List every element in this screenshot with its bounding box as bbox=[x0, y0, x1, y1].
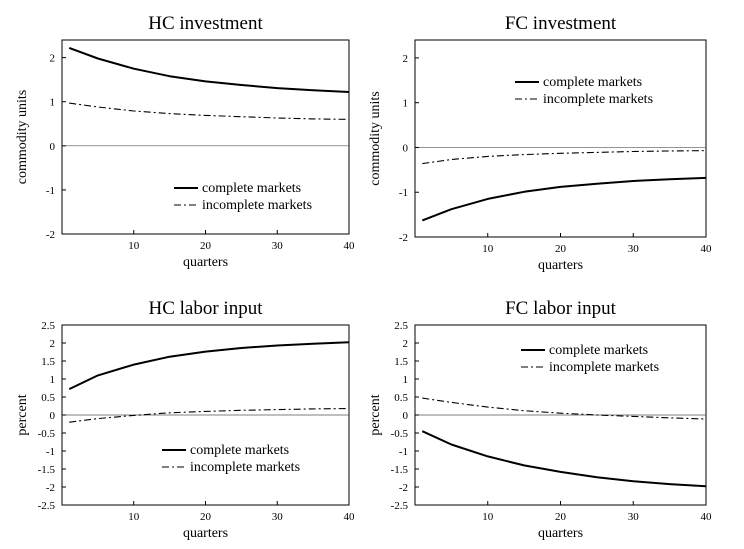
panel-4-y-tick-label: 1 bbox=[403, 374, 409, 386]
panel-2-x-tick-label: 40 bbox=[701, 243, 713, 255]
panel-3-series-line-complete-markets bbox=[68, 341, 350, 391]
panel-2-y-axis-label: commodity units bbox=[368, 91, 383, 186]
panel-3-x-tick-label: 20 bbox=[200, 511, 212, 523]
panel-3-y-tick-label: 0 bbox=[50, 410, 56, 422]
panel-1-y-tick-label: 0 bbox=[50, 141, 56, 153]
panel-3-y-axis-label: percent bbox=[15, 394, 30, 435]
panel-4-y-tick-label: 2.5 bbox=[394, 320, 408, 332]
panel-3-x-axis-label: quarters bbox=[183, 526, 228, 541]
panel-2-title: FC investment bbox=[505, 13, 617, 34]
panel-3-x-tick-label: 40 bbox=[344, 511, 356, 523]
panel-1-y-axis-label: commodity units bbox=[15, 90, 30, 185]
panel-4-y-tick-label: 2 bbox=[403, 338, 409, 350]
panel-1-legend-label: incomplete markets bbox=[202, 198, 312, 213]
panel-3-y-tick-label: 1.5 bbox=[41, 356, 55, 368]
panel-3-y-tick-label: -0.5 bbox=[38, 428, 56, 440]
panel-4-legend-label: complete markets bbox=[549, 343, 648, 358]
panel-3-y-tick-label: 0.5 bbox=[41, 392, 55, 404]
panel-4-x-tick-label: 20 bbox=[555, 511, 567, 523]
panel-1-series-line-complete-markets bbox=[68, 46, 350, 93]
panel-3-legend-label: complete markets bbox=[190, 443, 289, 458]
panel-4-y-tick-label: 1.5 bbox=[394, 356, 408, 368]
panel-3-y-tick-label: -2.5 bbox=[38, 500, 56, 512]
panel-4-title: FC labor input bbox=[505, 298, 617, 319]
panel-1-y-tick-label: 2 bbox=[50, 53, 56, 65]
panel-2-series-line-incomplete-markets bbox=[422, 150, 707, 165]
panel-2-y-tick-label: 1 bbox=[403, 98, 409, 110]
panel-4-series-line-incomplete-markets bbox=[422, 397, 707, 420]
panel-1-x-axis-label: quarters bbox=[183, 255, 228, 270]
panel-4-x-tick-label: 40 bbox=[701, 511, 713, 523]
panel-2-legend-label: incomplete markets bbox=[543, 92, 653, 107]
panel-2-y-tick-label: 2 bbox=[403, 53, 409, 65]
panel-4-y-tick-label: 0.5 bbox=[394, 392, 408, 404]
panel-1-x-tick-label: 40 bbox=[344, 240, 356, 252]
panel-1-y-tick-label: -1 bbox=[46, 185, 55, 197]
panel-3-x-tick-label: 10 bbox=[128, 511, 140, 523]
panel-2-y-tick-label: -2 bbox=[399, 232, 408, 244]
panel-1-legend-label: complete markets bbox=[202, 181, 301, 196]
panel-1-x-tick-label: 20 bbox=[200, 240, 212, 252]
panel-2-y-tick-label: 0 bbox=[403, 142, 409, 154]
panel-3-y-tick-label: 2.5 bbox=[41, 320, 55, 332]
panel-1-y-tick-label: 1 bbox=[50, 97, 56, 109]
panel-1-x-tick-label: 30 bbox=[272, 240, 284, 252]
panel-4-y-tick-label: -2 bbox=[399, 482, 408, 494]
panel-4-series-line-complete-markets bbox=[421, 430, 707, 488]
panel-3-y-tick-label: 2 bbox=[50, 338, 56, 350]
panel-4-y-axis-label: percent bbox=[368, 394, 383, 435]
panel-4-legend-label: incomplete markets bbox=[549, 360, 659, 375]
panel-3-legend-label: incomplete markets bbox=[190, 460, 300, 475]
panel-4-x-tick-label: 10 bbox=[482, 511, 494, 523]
panel-4-x-tick-label: 30 bbox=[628, 511, 640, 523]
panel-4-y-tick-label: -0.5 bbox=[391, 428, 409, 440]
panel-3-series-line-incomplete-markets bbox=[69, 407, 350, 423]
panel-3-y-tick-label: -1 bbox=[46, 446, 55, 458]
panel-1-y-tick-label: -2 bbox=[46, 229, 55, 241]
panel-2-legend-label: complete markets bbox=[543, 75, 642, 90]
panel-2-x-tick-label: 10 bbox=[482, 243, 494, 255]
panel-2-y-tick-label: -1 bbox=[399, 187, 408, 199]
panel-3-y-tick-label: 1 bbox=[50, 374, 56, 386]
panel-1-x-tick-label: 10 bbox=[128, 240, 140, 252]
panel-2-series-line-complete-markets bbox=[421, 176, 707, 222]
panel-4-y-tick-label: -1 bbox=[399, 446, 408, 458]
panel-1-series-line-incomplete-markets bbox=[69, 102, 350, 120]
panel-4-y-tick-label: -2.5 bbox=[391, 500, 409, 512]
panel-3-y-tick-label: -1.5 bbox=[38, 464, 56, 476]
panel-4-y-tick-label: 0 bbox=[403, 410, 409, 422]
panel-3-title: HC labor input bbox=[149, 298, 264, 319]
panel-1-title: HC investment bbox=[148, 13, 263, 34]
panel-3-y-tick-label: -2 bbox=[46, 482, 55, 494]
panel-2-x-axis-label: quarters bbox=[538, 258, 583, 273]
panel-4-x-axis-label: quarters bbox=[538, 526, 583, 541]
panel-4-y-tick-label: -1.5 bbox=[391, 464, 409, 476]
panel-3-x-tick-label: 30 bbox=[272, 511, 284, 523]
panel-2-x-tick-label: 20 bbox=[555, 243, 567, 255]
panel-2-x-tick-label: 30 bbox=[628, 243, 640, 255]
